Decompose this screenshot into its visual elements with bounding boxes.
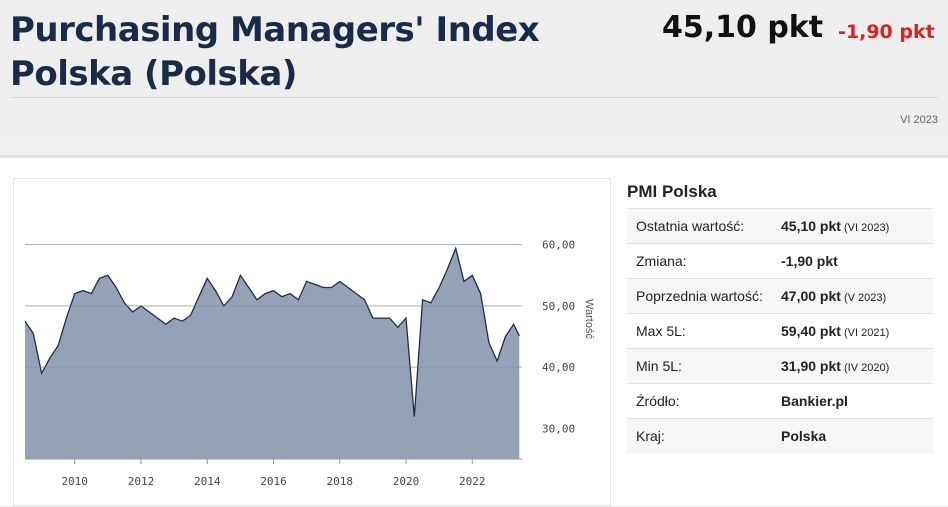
panel-title: PMI Polska	[627, 182, 717, 201]
info-row: Źródło: Bankier.pl	[627, 383, 933, 419]
x-tick-label: 2020	[393, 475, 420, 488]
info-label: Źródło:	[627, 383, 781, 419]
x-tick-label: 2016	[260, 475, 287, 488]
y-tick-label: 30,00	[542, 422, 575, 435]
info-date: (VI 2021)	[840, 327, 890, 339]
info-value-text: Bankier.pl	[781, 393, 848, 409]
info-row: Max 5L: 59,40 pkt (VI 2021)	[627, 313, 933, 349]
info-value-text: 31,90 pkt	[781, 358, 841, 374]
info-row: Kraj: Polska	[627, 418, 933, 454]
series-line	[24, 246, 520, 417]
x-tick-label: 2014	[194, 475, 221, 488]
info-value-text: Polska	[781, 428, 827, 445]
y-tick-label: 40,00	[542, 361, 575, 374]
value-change: -1,90 pkt	[838, 21, 935, 43]
chart-container: 30,00 40,00 50,00 60,00 2010 2012 2014 2016 2018…	[13, 178, 611, 506]
info-label: Min 5L:	[627, 348, 781, 384]
series-area	[25, 248, 520, 459]
info-value: 45,10 pkt (VI 2023)	[781, 208, 933, 244]
info-row: Poprzednia wartość: 47,00 pkt (V 2023)	[627, 278, 933, 314]
info-value: 59,40 pkt (VI 2021)	[781, 313, 933, 349]
x-tick-label: 2018	[327, 475, 354, 488]
info-date: (IV 2020)	[840, 362, 890, 374]
pmi-chart: 30,00 40,00 50,00 60,00 2010 2012 2014 2016 2018…	[24, 239, 595, 488]
y-axis-label: Wartość	[583, 299, 595, 339]
x-tick-label: 2022	[459, 475, 486, 488]
info-row: Ostatnia wartość: 45,10 pkt (VI 2023)	[627, 208, 933, 244]
period-label: VI 2023	[900, 114, 938, 126]
info-table: Ostatnia wartość: 45,10 pkt (VI 2023) Zmia…	[627, 208, 933, 454]
x-tick-label: 2010	[61, 475, 88, 488]
info-label: Kraj:	[627, 418, 781, 454]
info-label: Zmiana:	[627, 243, 781, 279]
header-divider	[10, 97, 938, 98]
info-value: -1,90 pkt	[781, 243, 933, 279]
info-value-text: -1,90 pkt	[781, 253, 838, 269]
page-header: Purchasing Managers' Index Polska (Polsk…	[0, 0, 948, 136]
info-date: (VI 2023)	[840, 222, 890, 234]
info-label: Max 5L:	[627, 313, 781, 349]
page-title: Purchasing Managers' Index Polska (Polsk…	[10, 10, 540, 94]
info-value-text: 47,00 pkt	[781, 288, 841, 304]
info-row: Min 5L: 31,90 pkt (IV 2020)	[627, 348, 933, 384]
info-label: Ostatnia wartość:	[627, 208, 781, 244]
x-tick-label: 2012	[128, 475, 155, 488]
y-tick-label: 60,00	[542, 239, 575, 252]
info-value: Polska	[781, 418, 933, 454]
info-date: (V 2023)	[840, 292, 887, 304]
info-row: Zmiana: -1,90 pkt	[627, 243, 933, 279]
info-value-text: 59,40 pkt	[781, 323, 841, 339]
info-value: 31,90 pkt (IV 2020)	[781, 348, 933, 384]
info-label: Poprzednia wartość:	[627, 278, 781, 314]
info-value: 47,00 pkt (V 2023)	[781, 278, 933, 314]
current-value: 45,10 pkt	[662, 10, 824, 45]
info-value-text: 45,10 pkt	[781, 218, 841, 234]
y-tick-label: 50,00	[542, 300, 575, 313]
info-value: Bankier.pl	[781, 383, 933, 419]
